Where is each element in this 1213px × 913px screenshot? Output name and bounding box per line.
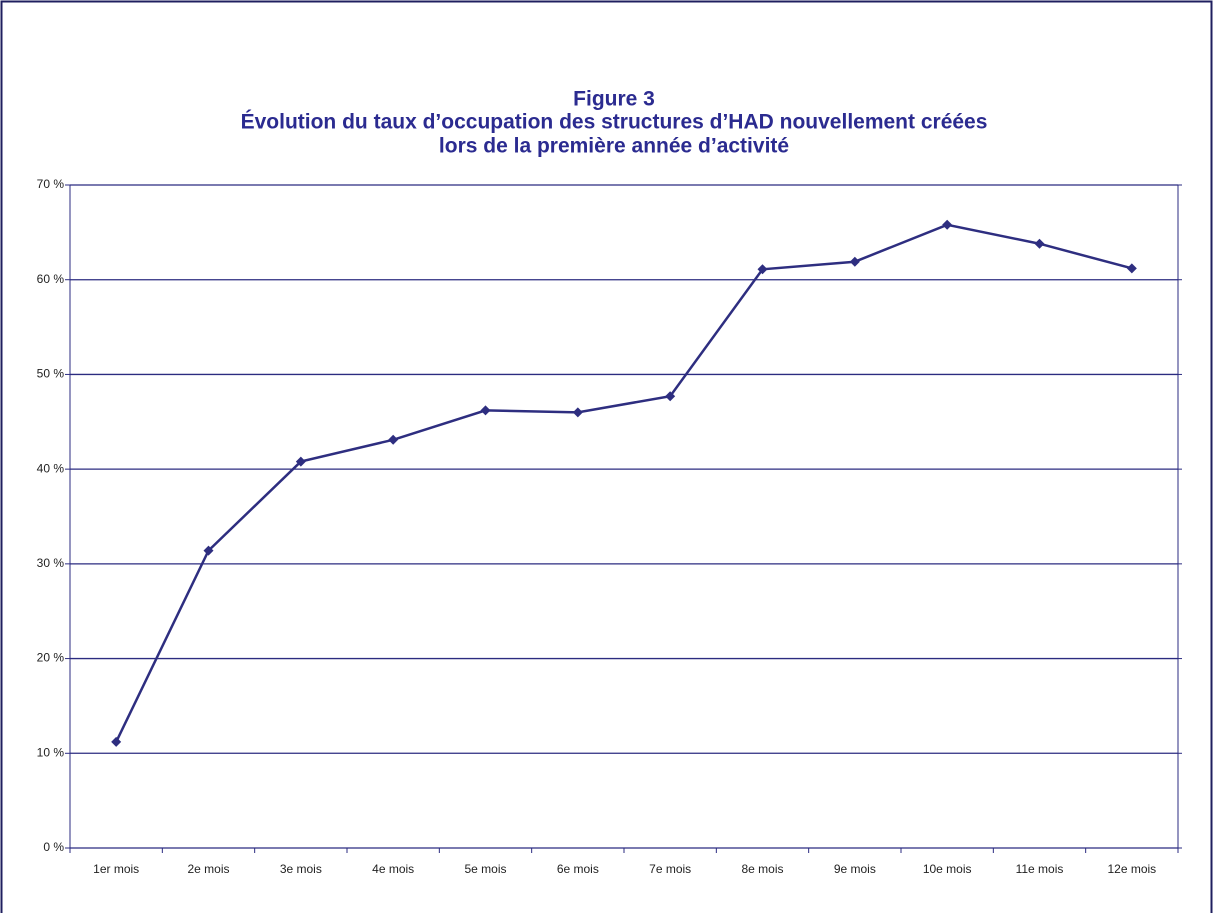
x-tick-label: 2e mois bbox=[187, 862, 229, 876]
marker bbox=[295, 456, 306, 467]
x-tick-label: 5e mois bbox=[464, 862, 506, 876]
x-tick-label: 7e mois bbox=[649, 862, 691, 876]
y-tick-label: 40 % bbox=[37, 461, 65, 475]
marker bbox=[572, 407, 583, 418]
line bbox=[115, 223, 1133, 743]
y-tick-label: 20 % bbox=[37, 651, 65, 665]
x-tick-label: 1er mois bbox=[93, 862, 139, 876]
chart-title: Évolution du taux d’occupation des struc… bbox=[241, 111, 988, 134]
marker bbox=[942, 219, 953, 230]
marker bbox=[665, 391, 676, 402]
x-tick-label: 6e mois bbox=[557, 862, 599, 876]
marker bbox=[111, 736, 122, 747]
x-tick-label: 9e mois bbox=[834, 862, 876, 876]
x-tick-label: 3e mois bbox=[280, 862, 322, 876]
y-tick-label: 60 % bbox=[37, 272, 65, 286]
x-tick-label: 4e mois bbox=[372, 862, 414, 876]
marker bbox=[1126, 263, 1137, 274]
x-tick-label: 8e mois bbox=[741, 862, 783, 876]
chart-title: Figure 3 bbox=[573, 88, 655, 111]
marker bbox=[480, 405, 491, 416]
marker bbox=[388, 434, 399, 445]
x-tick-label: 11e mois bbox=[1016, 862, 1064, 876]
x-tick-label: 12e mois bbox=[1107, 862, 1156, 876]
y-tick-label: 10 % bbox=[37, 745, 65, 759]
marker bbox=[1034, 238, 1045, 249]
x-tick-label: 10e mois bbox=[923, 862, 972, 876]
marker bbox=[849, 256, 860, 267]
y-tick-label: 30 % bbox=[37, 556, 65, 570]
chart-title: lors de la première année d’activité bbox=[439, 135, 789, 158]
marker bbox=[203, 545, 214, 556]
y-tick-label: 0 % bbox=[43, 840, 64, 854]
y-tick-label: 70 % bbox=[37, 177, 65, 191]
y-tick-label: 50 % bbox=[37, 367, 65, 381]
marker bbox=[757, 264, 768, 275]
